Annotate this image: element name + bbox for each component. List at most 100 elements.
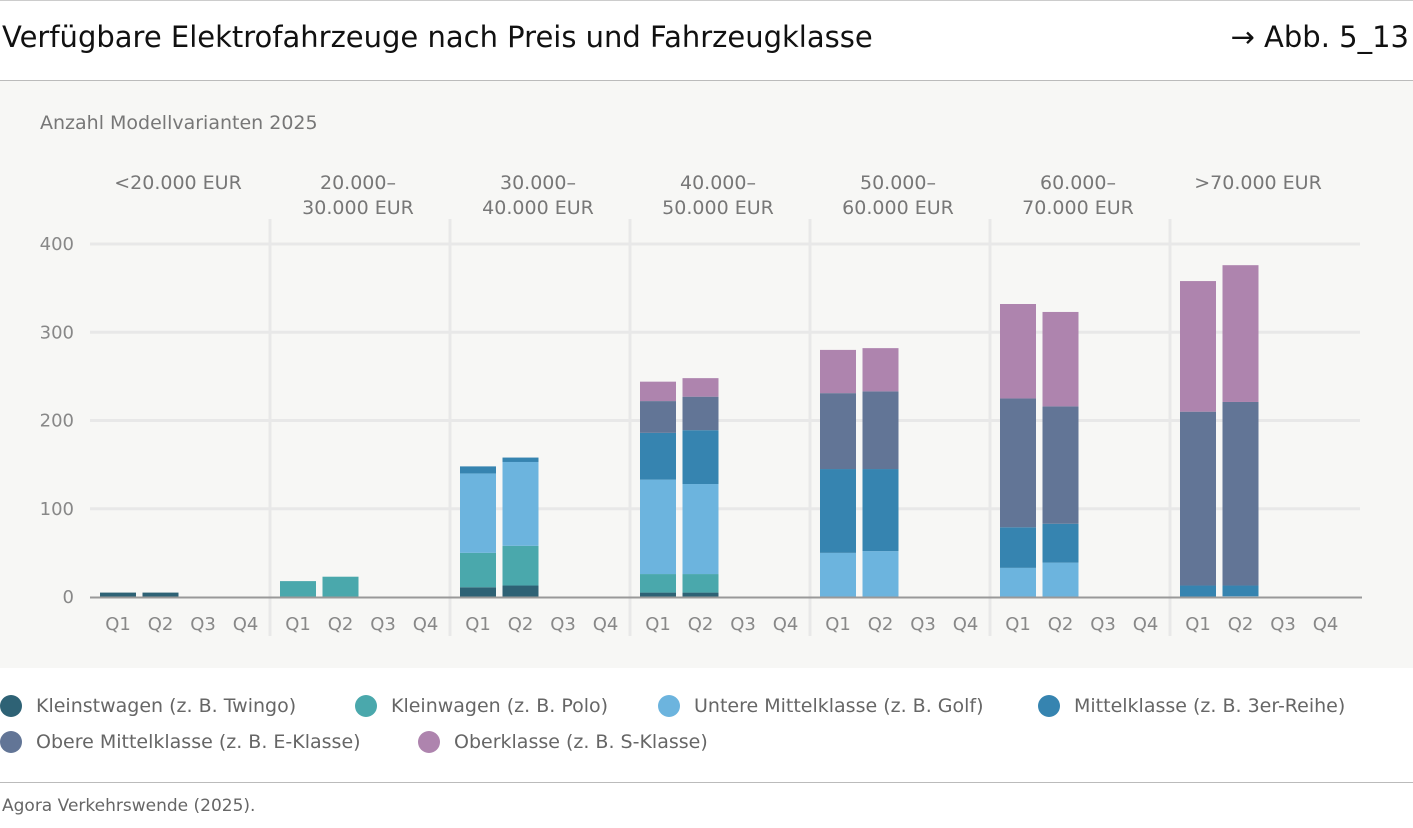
footer-divider <box>0 782 1413 783</box>
x-tick-label: Q2 <box>1228 614 1254 635</box>
bar-segment <box>460 587 496 597</box>
bar-segment <box>1222 401 1259 586</box>
legend-label: Kleinwagen (z. B. Polo) <box>391 695 609 717</box>
bar-segment <box>820 552 856 597</box>
x-tick-label: Q2 <box>1048 614 1074 635</box>
bar-segment <box>862 469 899 552</box>
x-tick-label: Q3 <box>730 614 756 635</box>
figure-reference: → Abb. 5_13 <box>1230 20 1409 54</box>
x-tick-label: Q1 <box>825 614 851 635</box>
bar-segment <box>1180 411 1216 586</box>
bar-segment <box>142 592 179 597</box>
y-axis-label: Anzahl Modellvarianten 2025 <box>40 112 318 134</box>
y-tick-label: 300 <box>40 322 74 343</box>
bar-segment <box>1042 523 1079 563</box>
bar-segment <box>820 349 856 394</box>
x-tick-label: Q2 <box>508 614 534 635</box>
legend-label: Kleinstwagen (z. B. Twingo) <box>36 695 297 717</box>
top-rule <box>0 0 1413 1</box>
legend-swatch <box>1038 695 1060 717</box>
source-note: Agora Verkehrswende (2025). <box>2 796 256 816</box>
group-label: 40.000– <box>680 172 756 194</box>
group-label: 30.000– <box>500 172 576 194</box>
bar-segment <box>460 466 496 474</box>
x-tick-label: Q3 <box>1090 614 1116 635</box>
bar-segment <box>100 592 136 597</box>
x-tick-label: Q1 <box>105 614 131 635</box>
header-divider <box>0 80 1413 81</box>
bar-segment <box>640 592 676 597</box>
y-tick-label: 400 <box>40 234 74 255</box>
bar-segment <box>322 576 359 597</box>
x-tick-label: Q2 <box>148 614 174 635</box>
legend-swatch <box>0 695 22 717</box>
x-tick-label: Q4 <box>1313 614 1339 635</box>
x-tick-label: Q1 <box>1185 614 1211 635</box>
x-tick-label: Q4 <box>1133 614 1159 635</box>
group-label: 50.000 EUR <box>662 197 774 219</box>
bar-segment <box>862 348 899 392</box>
bar-segment <box>1180 281 1216 412</box>
bar-segment <box>1042 311 1079 407</box>
group-label: <20.000 EUR <box>114 172 242 194</box>
legend-item: Untere Mittelklasse (z. B. Golf) <box>658 695 984 717</box>
legend-label: Obere Mittelklasse (z. B. E-Klasse) <box>36 731 361 753</box>
bar-segment <box>862 391 899 470</box>
legend-swatch <box>355 695 377 717</box>
bar-segment <box>502 545 539 586</box>
bar-segment <box>640 401 676 433</box>
x-tick-label: Q2 <box>868 614 894 635</box>
bar-segment <box>862 551 899 597</box>
x-tick-label: Q1 <box>1005 614 1031 635</box>
x-tick-label: Q4 <box>593 614 619 635</box>
group-label: 60.000 EUR <box>842 197 954 219</box>
chart-panel: Anzahl Modellvarianten 2025 0 100 200 300 40… <box>0 81 1413 668</box>
bar-segment <box>460 552 496 588</box>
bar-segment <box>1042 406 1079 524</box>
legend-label: Oberklasse (z. B. S-Klasse) <box>454 731 708 753</box>
bar-segment <box>502 457 539 462</box>
x-tick-label: Q3 <box>550 614 576 635</box>
bar-segment <box>682 592 719 597</box>
bar-segment <box>682 430 719 485</box>
group-label: 20.000– <box>320 172 396 194</box>
group-label: 40.000 EUR <box>482 197 594 219</box>
bar-segment <box>820 393 856 470</box>
bar-segment <box>1042 562 1079 597</box>
x-tick-label: Q1 <box>285 614 311 635</box>
y-tick-label: 100 <box>40 499 74 520</box>
bar-segment <box>1000 398 1036 528</box>
x-tick-label: Q1 <box>465 614 491 635</box>
chart-title: Verfügbare Elektrofahrzeuge nach Preis u… <box>2 20 873 54</box>
bar-segment <box>502 461 539 546</box>
x-tick-label: Q3 <box>190 614 216 635</box>
group-label: 60.000– <box>1040 172 1116 194</box>
bar-segment <box>1222 265 1259 402</box>
bar-segment <box>1000 527 1036 568</box>
bar-segment <box>640 479 676 575</box>
bar-segment <box>682 574 719 593</box>
legend-swatch <box>418 731 440 753</box>
x-tick-label: Q4 <box>953 614 979 635</box>
legend-item: Oberklasse (z. B. S-Klasse) <box>418 731 708 753</box>
legend-label: Untere Mittelklasse (z. B. Golf) <box>694 695 984 717</box>
legend-label: Mittelklasse (z. B. 3er-Reihe) <box>1074 695 1346 717</box>
x-tick-label: Q1 <box>645 614 671 635</box>
x-tick-label: Q4 <box>233 614 259 635</box>
bar-segment <box>280 581 316 597</box>
x-tick-label: Q2 <box>328 614 354 635</box>
bar-segment <box>1000 304 1036 399</box>
bar-segment <box>640 574 676 593</box>
x-tick-label: Q3 <box>910 614 936 635</box>
bar-segment <box>1000 567 1036 597</box>
legend-item: Mittelklasse (z. B. 3er-Reihe) <box>1038 695 1345 717</box>
bar-segment <box>820 469 856 553</box>
y-tick-label: 200 <box>40 411 74 432</box>
stacked-bar-chart: Anzahl Modellvarianten 2025 0 100 200 300 40… <box>40 112 1362 636</box>
x-tick-label: Q4 <box>413 614 439 635</box>
bar-segment <box>682 378 719 397</box>
x-tick-label: Q3 <box>1270 614 1296 635</box>
bar-segment <box>682 484 719 575</box>
legend-swatch <box>658 695 680 717</box>
bar-segment <box>1180 585 1216 597</box>
